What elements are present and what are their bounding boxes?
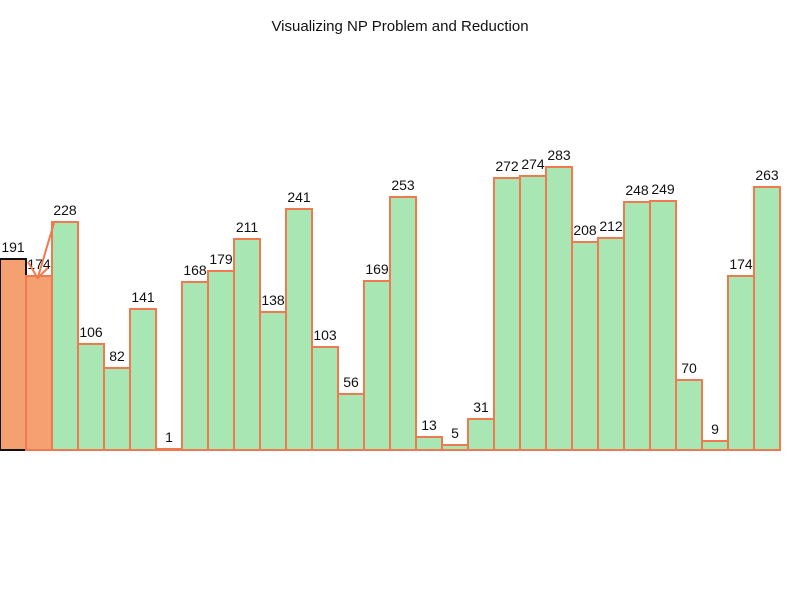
data-labels-group: 1911742281068214111681792111382411035616… bbox=[1, 147, 779, 445]
bar-22 bbox=[545, 166, 573, 451]
bars-group bbox=[0, 166, 781, 451]
bar-14 bbox=[337, 393, 365, 451]
bar-13 bbox=[311, 346, 339, 451]
annotation-arrow-line bbox=[36, 222, 55, 279]
chart-title: Visualizing NP Problem and Reduction bbox=[271, 18, 528, 35]
data-label-20: 272 bbox=[495, 158, 519, 174]
bar-29 bbox=[727, 275, 755, 451]
data-label-11: 138 bbox=[261, 292, 285, 308]
data-label-10: 211 bbox=[236, 219, 259, 235]
data-label-6: 141 bbox=[131, 289, 155, 305]
bar-24 bbox=[597, 237, 625, 451]
bar-8 bbox=[181, 281, 209, 451]
data-label-25: 248 bbox=[625, 182, 649, 198]
bar-18 bbox=[441, 444, 469, 451]
bar-21 bbox=[519, 175, 547, 451]
bar-6 bbox=[129, 308, 157, 451]
bar-19 bbox=[467, 418, 495, 451]
bar-20 bbox=[493, 177, 521, 451]
bar-10 bbox=[233, 238, 261, 451]
data-label-21: 274 bbox=[521, 156, 545, 172]
data-label-15: 169 bbox=[365, 261, 389, 277]
bar-9 bbox=[207, 270, 235, 451]
data-label-18: 5 bbox=[451, 425, 459, 441]
data-label-16: 253 bbox=[391, 177, 415, 193]
bar-26 bbox=[649, 200, 677, 451]
data-label-17: 13 bbox=[421, 417, 437, 433]
data-label-23: 208 bbox=[573, 222, 597, 238]
data-label-24: 212 bbox=[599, 218, 623, 234]
bar-7 bbox=[155, 448, 183, 451]
data-label-19: 31 bbox=[473, 399, 489, 415]
bar-23 bbox=[571, 241, 599, 451]
annotation-group bbox=[27, 222, 55, 280]
bar-27 bbox=[675, 379, 703, 451]
bar-3 bbox=[51, 221, 79, 451]
data-label-9: 179 bbox=[209, 251, 233, 267]
data-label-3: 228 bbox=[53, 202, 77, 218]
bar-16 bbox=[389, 196, 417, 451]
data-label-28: 9 bbox=[711, 421, 719, 437]
data-label-26: 249 bbox=[651, 181, 675, 197]
annotation-arrow-head bbox=[27, 261, 49, 280]
data-label-7: 1 bbox=[165, 429, 173, 445]
bar-17 bbox=[415, 436, 443, 451]
bar-2 bbox=[25, 275, 53, 451]
data-label-5: 82 bbox=[109, 348, 125, 364]
data-label-2: 174 bbox=[27, 256, 51, 272]
data-label-29: 174 bbox=[729, 256, 753, 272]
data-label-1: 191 bbox=[1, 239, 25, 255]
data-label-12: 241 bbox=[287, 189, 311, 205]
data-label-8: 168 bbox=[183, 262, 207, 278]
bar-28 bbox=[701, 440, 729, 451]
data-label-27: 70 bbox=[681, 360, 697, 376]
bar-11 bbox=[259, 311, 287, 451]
data-label-13: 103 bbox=[313, 327, 337, 343]
data-label-22: 283 bbox=[547, 147, 571, 163]
bar-1 bbox=[0, 258, 27, 451]
bar-15 bbox=[363, 280, 391, 451]
bar-30 bbox=[753, 186, 781, 451]
data-label-14: 56 bbox=[343, 374, 359, 390]
bar-12 bbox=[285, 208, 313, 451]
bar-4 bbox=[77, 343, 105, 451]
bar-5 bbox=[103, 367, 131, 451]
bar-25 bbox=[623, 201, 651, 451]
data-label-4: 106 bbox=[79, 324, 103, 340]
data-label-30: 263 bbox=[755, 167, 779, 183]
